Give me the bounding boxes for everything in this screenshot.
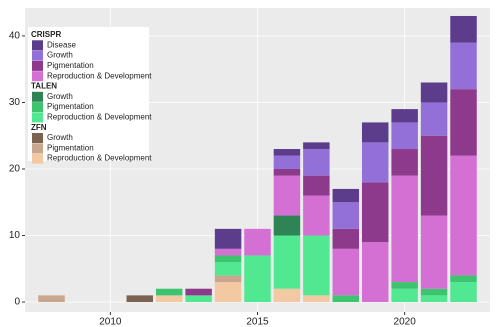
legend-key [32, 112, 43, 123]
bar-segment [332, 202, 360, 229]
legend-label: Disease [47, 40, 76, 49]
bar-segment [391, 175, 418, 283]
legend-key [32, 40, 43, 51]
legend-key [32, 143, 43, 154]
bar-segment [155, 288, 183, 296]
bar-segment [450, 282, 477, 303]
bar-segment [244, 228, 271, 256]
bar-segment [273, 149, 301, 156]
bar-segment [332, 188, 360, 203]
legend-group-title: CRISPR [31, 30, 61, 39]
y-tick-label: 30 [9, 97, 21, 108]
bar-segment [361, 142, 389, 183]
legend-group-title: TALEN [31, 82, 57, 91]
legend-label: Pigmentation [47, 143, 94, 152]
legend-key [32, 153, 43, 164]
bar-segment [450, 275, 477, 283]
legend-label: Growth [47, 133, 73, 142]
bar-segment [185, 295, 212, 303]
bar-segment [420, 215, 448, 289]
bar-segment [244, 255, 271, 303]
bar-segment [214, 282, 242, 303]
bar-segment [450, 89, 477, 156]
bar-segment [303, 142, 330, 150]
bar-segment [391, 282, 418, 289]
bar-segment [214, 255, 242, 263]
legend-label: Reproduction & Development [47, 154, 152, 163]
bar-segment [303, 235, 330, 296]
y-tick-label: 20 [9, 164, 21, 175]
legend-key [32, 60, 43, 71]
x-tick-label: 2020 [394, 317, 417, 327]
bar-segment [420, 102, 448, 136]
bar-segment [391, 109, 418, 123]
x-tick-label: 2010 [99, 317, 122, 327]
bar-segment [450, 42, 477, 90]
legend-key [32, 133, 43, 143]
bar-segment [38, 295, 65, 303]
legend-label: Pigmentation [47, 61, 94, 70]
y-tick-label: 40 [9, 31, 21, 42]
bar-segment [332, 228, 360, 249]
bar-segment [361, 242, 389, 303]
bar-segment [420, 295, 448, 303]
legend-label: Reproduction & Development [47, 113, 152, 122]
bar-segment [303, 175, 330, 196]
y-tick-label: 0 [14, 297, 20, 308]
bar-segment [273, 155, 301, 169]
y-tick-label: 10 [9, 230, 21, 241]
legend-key [32, 91, 43, 102]
legend-label: Growth [47, 51, 73, 60]
bar-segment [303, 295, 330, 303]
bar-segment [332, 295, 360, 303]
legend-label: Growth [47, 92, 73, 101]
bar-segment [391, 288, 418, 303]
legend-box [28, 27, 149, 161]
bar-segment [450, 15, 477, 43]
bar-segment [214, 228, 242, 249]
bar-segment [420, 82, 448, 103]
bar-segment [155, 295, 183, 303]
bar-segment [273, 168, 301, 176]
legend-label: Reproduction & Development [47, 71, 152, 80]
legend-key [32, 102, 43, 113]
legend-key [32, 71, 43, 82]
bar-segment [273, 215, 301, 236]
legend-label: Pigmentation [47, 102, 94, 111]
x-tick-label: 2015 [246, 317, 269, 327]
bar-segment [361, 122, 389, 143]
bar-segment [420, 135, 448, 216]
bar-segment [273, 288, 301, 303]
bar-segment [450, 155, 477, 276]
bar-segment [303, 149, 330, 176]
legend-key [32, 50, 43, 61]
bar-segment [185, 288, 212, 296]
bar-segment [214, 262, 242, 276]
bar-segment [391, 149, 418, 176]
bar-segment [391, 122, 418, 150]
bar-segment [214, 248, 242, 256]
bar-segment [126, 295, 154, 303]
bar-segment [361, 182, 389, 243]
bar-segment [273, 175, 301, 216]
bar-segment [214, 275, 242, 283]
legend-group-title: ZFN [31, 123, 47, 132]
bar-segment [303, 195, 330, 236]
bar-segment [332, 248, 360, 296]
bar-segment [420, 288, 448, 296]
bar-segment [273, 235, 301, 289]
